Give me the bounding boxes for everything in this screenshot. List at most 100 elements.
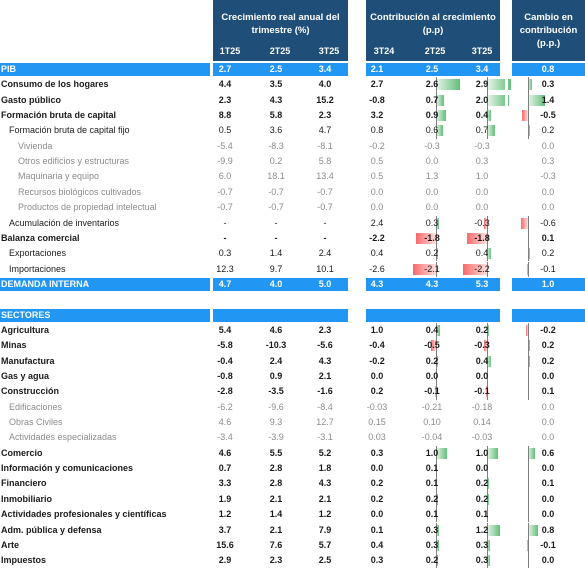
growth-cell: 1.4 [269, 509, 283, 520]
contribution-cell: -0.03 [366, 401, 388, 412]
growth-cell: 3.4 [318, 64, 332, 74]
contribution-cell: 0.0 [425, 371, 439, 381]
contribution-cell: 0.1 [370, 524, 384, 535]
row-label: Consumo de los hogares [1, 79, 109, 90]
row-label: Inmobiliario [1, 493, 53, 504]
col-header-3t24: 3T24 [373, 46, 395, 56]
growth-cell: 1.8 [318, 463, 332, 474]
contribution-cell: 2.5 [425, 64, 439, 74]
change-bar-negative [526, 263, 528, 275]
bar-axis [528, 522, 529, 538]
row-label: SECTORES [1, 309, 51, 320]
growth-cell: -0.4 [217, 355, 233, 366]
table-row: Actividades especializadas -3.4 -3.9 -3.1 0.… [0, 430, 585, 445]
contribution-cell: 0.3 [475, 156, 489, 167]
contribution-cell: 0.4 [475, 110, 489, 121]
bar-axis [487, 461, 488, 477]
table-row: Información y comunicaciones 0.7 2.8 1.8 0.0… [0, 461, 585, 477]
table-row: Obras Civiles 4.6 9.3 12.7 0.15 0.10 0.14 0.0 [0, 415, 585, 430]
contribution-cell: 5.3 [475, 278, 489, 289]
highlight-row: SECTORES [0, 308, 585, 323]
row-label: Edificaciones [9, 401, 63, 412]
contribution-cell: 0.1 [475, 509, 489, 520]
contribution-cell: 2.1 [370, 64, 384, 74]
contribution-cell: -2.6 [369, 263, 385, 274]
change-bar-negative [522, 110, 528, 122]
bar-axis [528, 322, 529, 339]
growth-cell: -5.4 [217, 140, 233, 151]
change-bar-positive [528, 79, 532, 91]
contribution-bar-positive [436, 217, 440, 229]
row-band [512, 277, 585, 292]
table-row: Recursos biológicos cultivados -0.7 -0.7 -0… [0, 185, 585, 200]
change-bar-negative [526, 539, 528, 551]
bar-axis [528, 461, 529, 477]
column-divider [210, 0, 213, 556]
growth-cell: 2.7 [218, 64, 232, 74]
bar-axis [528, 123, 529, 139]
change-bar-positive [528, 447, 536, 459]
table-row [0, 292, 585, 307]
contribution-cell: 0.0 [370, 186, 384, 197]
bar-axis [528, 476, 529, 492]
change-cell: 0.1 [541, 478, 555, 489]
growth-cell: -9.9 [217, 156, 233, 167]
growth-cell: 7.9 [318, 524, 332, 535]
row-label: Formación bruta de capital fijo [9, 125, 130, 136]
contribution-bar-positive [487, 355, 492, 367]
growth-cell: 5.8 [318, 156, 332, 167]
growth-cell: 3.5 [269, 79, 283, 90]
contribution-bar-positive [487, 324, 490, 336]
row-label: DEMANDA INTERNA [1, 278, 90, 289]
contribution-cell: -0.5 [424, 340, 440, 351]
table-row: Formación bruta de capital fijo 0.5 3.6 4.7… [0, 123, 585, 139]
bar-axis [436, 507, 437, 523]
bar-axis [528, 445, 529, 462]
bar-axis [528, 108, 529, 124]
table-row: Adm. pública y defensa 3.7 2.1 7.9 0.1 0.3 1.2… [0, 522, 585, 538]
bar-axis [487, 92, 488, 108]
row-label: Acumulación de inventarios [9, 217, 120, 228]
contribution-cell: -0.21 [421, 401, 443, 412]
growth-cell: -6.2 [217, 401, 233, 412]
change-cell: -0.2 [540, 324, 556, 335]
growth-cell: 1.2 [318, 509, 332, 520]
row-label: Agricultura [1, 324, 50, 335]
col-header-1t25: 1T25 [219, 46, 241, 56]
contribution-cell: 0.5 [370, 171, 384, 182]
bar-axis [528, 507, 529, 523]
table-row: Construcción -2.8 -3.5 -1.6 0.2 -0.1 -0.1 0.1 [0, 384, 585, 400]
contribution-bar-negative [463, 263, 487, 275]
contribution-cell: 0.0 [425, 156, 439, 167]
row-label: Importaciones [9, 263, 66, 274]
growth-cell: -5.8 [217, 340, 233, 351]
contribution-bar-negative [416, 232, 436, 244]
contribution-cell: 1.2 [475, 524, 489, 535]
contribution-bar-positive [436, 539, 440, 551]
column-divider [349, 0, 352, 556]
row-label: Construcción [1, 386, 60, 397]
growth-cell: -9.6 [268, 401, 284, 412]
growth-cell: 2.3 [218, 94, 232, 105]
growth-cell: 2.1 [269, 493, 283, 504]
contribution-cell: 0.0 [370, 202, 384, 213]
contribution-cell: 0.3 [425, 524, 439, 535]
growth-cell: 1.9 [218, 493, 232, 504]
bar-axis [436, 230, 437, 247]
contribution-cell: -0.3 [474, 140, 490, 151]
contribution-cell: 0.3 [475, 539, 489, 550]
contribution-cell: 0.03 [368, 432, 386, 443]
contribution-cell: 0.9 [425, 110, 439, 121]
bar-axis [436, 353, 437, 369]
contribution-cell: 0.14 [473, 417, 491, 428]
row-label: Maquinaria y equipo [18, 171, 100, 182]
bar-axis [487, 476, 488, 492]
row-label: Financiero [1, 478, 47, 489]
change-cell: 0.3 [541, 79, 555, 90]
change-cell: 0.2 [541, 248, 555, 259]
contribution-cell: 1.0 [475, 447, 489, 458]
growth-cell: -8.4 [317, 401, 333, 412]
bar-axis [528, 246, 529, 262]
bar-axis [436, 445, 437, 462]
contribution-cell: 1.3 [425, 171, 439, 182]
